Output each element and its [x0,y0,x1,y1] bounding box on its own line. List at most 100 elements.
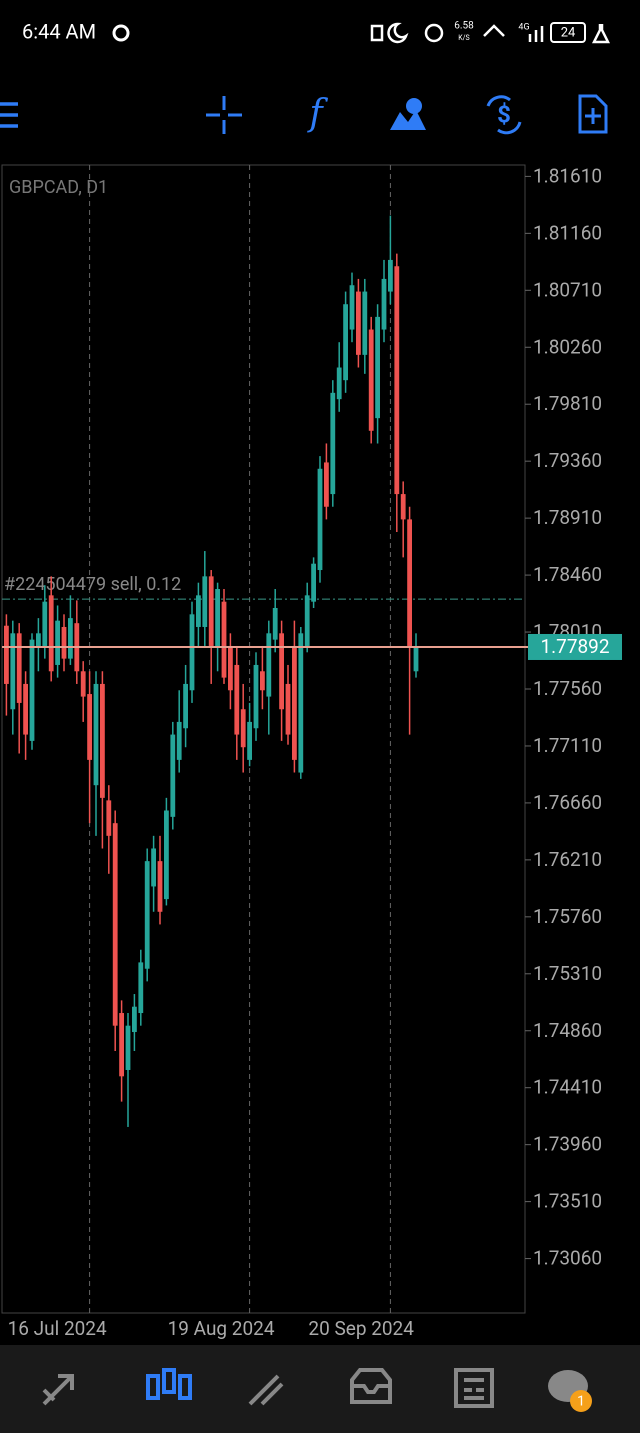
candle-body [10,633,16,710]
candle-body [36,633,41,646]
battery-frame [550,22,586,43]
candle-body [125,1025,131,1070]
candle-body [138,962,144,1014]
chart-tab[interactable] [146,1368,192,1400]
objects-button-dot [406,98,422,114]
x-tick-label: 19 Aug 2024 [168,1317,275,1340]
candle-body [343,304,348,381]
crosshair-button[interactable] [206,96,242,134]
y-tick-label: 1.78910 [533,506,602,529]
candle-body [304,595,310,646]
candle-body [151,848,156,887]
candle-body [260,671,265,691]
candle-body [196,595,201,627]
x-tick-label: 16 Jul 2024 [8,1317,107,1340]
y-tick-label: 1.77560 [533,677,602,700]
bottom-nav [0,1345,640,1433]
candle-body [285,683,291,735]
new-order-button[interactable] [578,94,608,134]
candle-body [394,266,400,495]
candle-body [119,1013,124,1077]
y-tick-label: 1.77110 [533,734,602,757]
current-price-tag [528,633,622,660]
candle-body [298,633,304,773]
candle-body [48,595,54,672]
new-order-plus [585,108,601,124]
candle-body [292,645,297,760]
candle-body [132,1006,137,1033]
candle-body [368,329,374,431]
candle-body [93,683,99,786]
y-tick-label: 1.73510 [533,1190,602,1213]
y-tick-label: 1.74860 [533,1019,602,1042]
candle-body [112,823,118,1026]
candle-body [234,664,240,735]
current-price-label: 1.77892 [540,635,609,658]
trade-tab[interactable] [248,1374,284,1406]
net-speed: 6.58 [454,21,474,32]
status-icons [370,22,611,44]
y-tick-label: 1.79360 [533,449,602,472]
candle-body [253,664,259,729]
candle-body [4,625,9,684]
y-tick-label: 1.76660 [533,791,602,814]
y-tick-label: 1.81160 [533,221,602,244]
y-tick-label: 1.73060 [533,1247,602,1270]
candle-body [80,671,86,697]
y-tick-label: 1.75760 [533,905,602,928]
candle-body [202,576,208,627]
candle-body [362,291,368,355]
candle-body [247,721,252,760]
y-tick-label: 1.73960 [533,1133,602,1156]
candle-body [400,494,406,520]
x-tick-label: 20 Sep 2024 [308,1317,414,1340]
candle-body [183,683,188,729]
candle-body [157,861,163,912]
battery-level: 24 [561,25,576,40]
candle-body [330,392,336,495]
order-label: #224504479 sell, 0.12 [4,574,181,595]
candle-body [317,468,323,571]
candle-body [29,639,35,741]
candle-body [381,278,387,330]
y-tick-label: 1.78460 [533,563,602,586]
candle-body [272,607,278,640]
candle-body [215,589,220,646]
net-unit: K/S [458,34,469,42]
candle-body [170,734,176,817]
candle-body [311,563,316,602]
candle-body [413,647,419,672]
history-tab[interactable] [350,1368,392,1404]
candle-body [240,709,246,748]
candle-body [16,633,22,703]
candle-body [42,601,48,646]
y-tick-label: 1.76210 [533,848,602,871]
candle-body [61,626,67,659]
chart-frame [1,164,526,1314]
objects-button[interactable] [390,110,426,130]
candle-body [100,683,105,798]
candle-body [23,683,28,735]
candle-body [144,861,150,969]
candle-body [324,462,329,507]
candle-body [266,633,272,697]
candle-body [336,367,342,400]
chart-symbol: GBPCAD, D1 [9,177,108,198]
news-tab[interactable] [454,1368,494,1408]
y-tick-label: 1.75310 [533,962,602,985]
candle-body [407,519,412,646]
candle-body [87,694,92,760]
candle-body [208,576,214,646]
trade-button[interactable] [486,95,522,135]
menu-button[interactable] [0,102,18,128]
candle-body [228,645,233,691]
trade-button-sign: $ [497,100,511,128]
network-type: 4G [518,22,529,32]
candle-body [279,633,284,710]
candle-body [356,291,361,355]
candle-body [106,800,112,836]
quotes-tab[interactable] [42,1374,74,1406]
candle-body [189,614,195,691]
